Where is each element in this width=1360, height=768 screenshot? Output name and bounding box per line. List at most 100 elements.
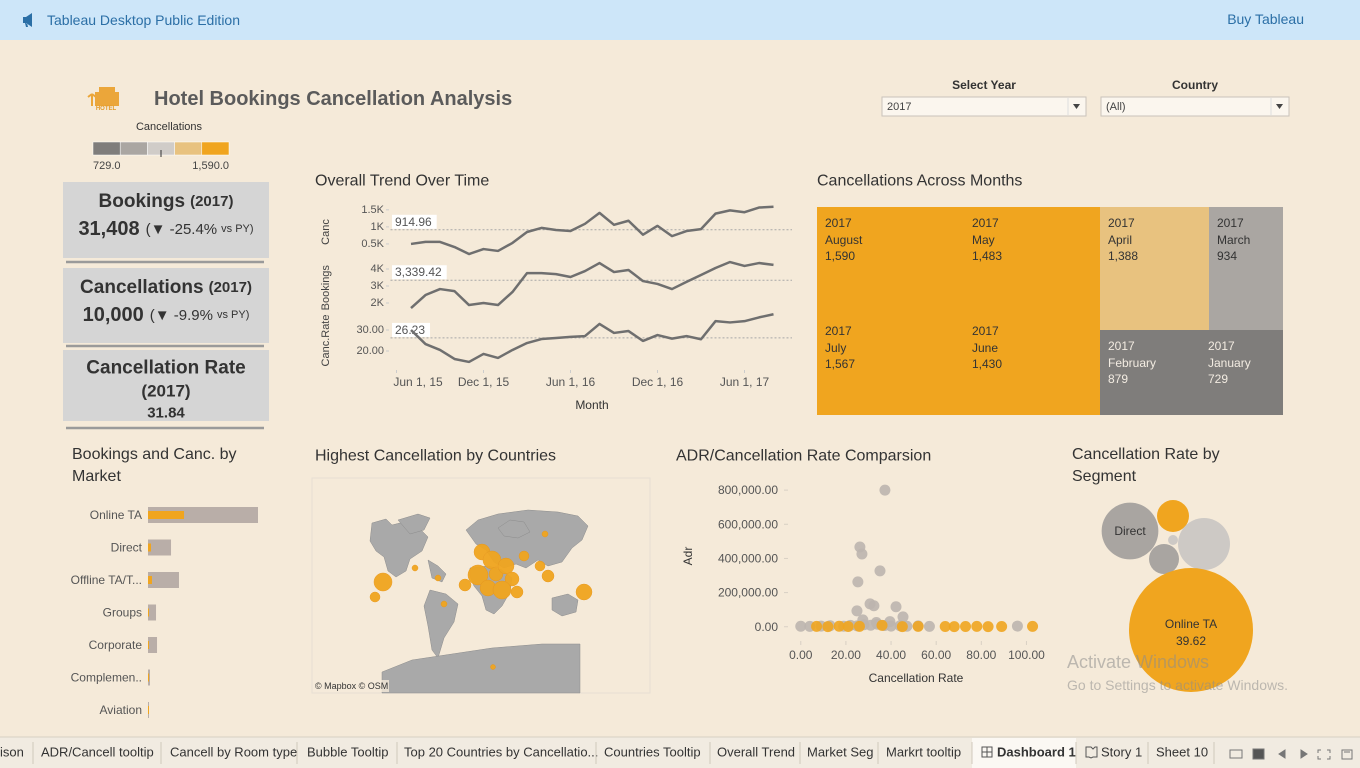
chart-title: Highest Cancellation by Countries [315,448,556,465]
treemap-cell [1209,207,1283,330]
active-tab-bg [972,738,1076,768]
sheet-tab[interactable]: Top 20 Countries by Cancellatio... [404,745,598,760]
sheet-tab[interactable]: ADR/Cancell tooltip [41,745,154,760]
sheet-tab[interactable]: Story 1 [1101,745,1142,760]
bubble [1129,568,1253,692]
toolbar-icon[interactable] [1300,749,1308,759]
kpi-title: Cancellations (2017) [80,277,252,298]
chart-title: Overall Trend Over Time [315,173,489,190]
panel-label: Bookings [320,265,332,311]
y-tick-label: Online TA [90,508,142,522]
story-icon [1085,746,1098,759]
cell-month: July [825,341,846,355]
legend-title: Cancellations [136,121,203,133]
y-tick-label: 4K [371,263,385,275]
scatter-point [879,484,891,496]
chart-title: ADR/Cancellation Rate Comparsion [676,448,931,465]
toolbar-icon[interactable] [1278,749,1286,759]
map-bubbles [369,530,593,670]
y-tick-label: 200,000.00 [718,586,778,600]
treemap-cell [964,315,1100,415]
scatter-point [996,620,1008,632]
y-tick-label: Corporate [89,638,143,652]
bubble-value: 39.62 [1176,634,1206,648]
legend-swatch [92,141,121,156]
sheet-tab[interactable]: Dashboard 1 [997,745,1076,760]
scatter-point [912,620,924,632]
y-tick-label: Groups [103,606,142,620]
y-tick-label: 2K [371,297,385,309]
logo-text: HOTEL [96,106,117,112]
y-tick-label: 1.5K [361,204,384,216]
y-tick-label: 30.00 [356,324,384,336]
kpi-suffix: vs PY) [221,223,253,235]
y-tick-label: Aviation [100,703,142,717]
x-tick-label: 40.00 [876,648,906,662]
legend-swatch [201,141,230,156]
cell-value: 934 [1217,249,1237,263]
bar [148,572,179,588]
bar [148,539,172,556]
tab-bar [0,737,1360,768]
kpi-value: 10,000 [83,304,144,326]
reference-label-bg [392,265,447,280]
scatter-point [1011,620,1023,632]
toolbar-icon[interactable] [1341,749,1353,760]
buy-button[interactable]: Buy Tableau [1227,11,1304,27]
bubble [1157,500,1189,532]
kpi-value: 31,408 [78,218,139,240]
sheet-tab[interactable]: Markrt tooltip [886,745,961,760]
y-tick-label: Complemen.. [71,671,142,685]
app-title: Tableau Desktop Public Edition [47,12,240,28]
toolbar-icon[interactable] [1317,749,1331,760]
watermark-text: Go to Settings to activate Windows. [1067,677,1288,693]
legend-swatch [119,141,148,156]
toolbar-icon[interactable] [1229,749,1243,759]
logo-palm [87,93,97,106]
hotel-logo [87,87,119,106]
y-tick-label: 0.5K [361,238,384,250]
logo-building [95,92,119,106]
announce-icon [23,13,32,27]
cell-value: 1,388 [1108,249,1138,263]
toolbar-icon[interactable] [1252,748,1265,760]
sheet-tab[interactable]: Overall Trend [717,745,795,760]
scatter-point [822,621,834,633]
filter-dropdown[interactable] [881,96,1087,117]
filter-value: (All) [1106,101,1126,113]
y-tick-label: 20.00 [356,345,384,357]
scatter-point [948,621,960,633]
panel-label: Canc.Rate [320,315,332,367]
filter-dropdown[interactable] [1100,96,1290,117]
reference-label: 26.23 [395,323,425,337]
x-tick-label: Dec 1, 15 [458,375,510,389]
bubble-label: Direct [1114,524,1146,538]
chart-title: Cancellation Rate by Segment [1072,446,1220,485]
sheet-tab[interactable]: Market Seg [807,745,873,760]
sheet-tab[interactable]: Countries Tooltip [604,745,701,760]
kpi-suffix: vs PY) [217,309,249,321]
kpi-delta: (▼ -25.4% [146,221,218,238]
treemap-cell [1100,207,1209,330]
cell-year: 2017 [1208,339,1235,353]
sheet-tab[interactable]: Bubble Tooltip [307,745,388,760]
bubble [1178,518,1230,570]
cell-month: January [1208,356,1251,370]
x-axis-title: Month [575,398,608,412]
chart-title: Cancellations Across Months [817,173,1022,190]
bar [148,511,185,519]
chart-title: Bookings and Canc. by Market [72,446,237,485]
scatter-point [896,621,908,633]
bar [148,641,149,649]
cell-year: 2017 [825,324,852,338]
cell-year: 2017 [1108,216,1135,230]
sheet-tab[interactable]: Cancell by Room type [170,745,297,760]
sheet-tab[interactable]: Sheet 10 [1156,745,1208,760]
map-attribution: © Mapbox © OSM [315,681,388,691]
treemap-cell [817,315,964,415]
y-tick-label: 600,000.00 [718,517,778,531]
kpi-card [63,350,269,421]
logo-roof [99,87,115,93]
x-tick-label: 80.00 [966,648,996,662]
sheet-tab[interactable]: ison [0,745,24,760]
